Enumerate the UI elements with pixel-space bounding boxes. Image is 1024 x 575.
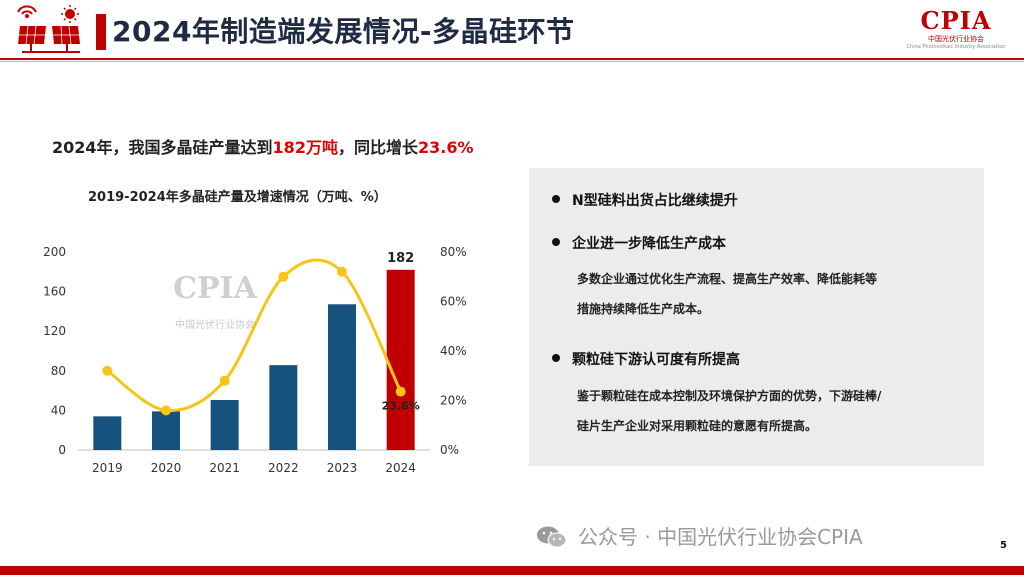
x-tick-label: 2021 [209,461,240,475]
growth-point-2022 [278,271,289,282]
bullet-dot-icon [552,354,560,362]
headline: 2024年，我国多晶硅产量达到182万吨，同比增长23.6% [52,134,473,158]
y-tick-label: 40 [51,403,66,417]
y-tick-label: 200 [43,245,66,259]
title-accent-bar [96,14,106,50]
y-tick-label: 160 [43,285,66,299]
growth-point-2021 [219,375,230,386]
highlights-panel [529,168,984,466]
growth-point-2019 [102,365,113,376]
wechat-icon [537,526,567,548]
cpia-cn-name: 中国光伏行业协会 [928,35,984,43]
y2-tick-label: 60% [440,295,467,309]
x-tick-label: 2024 [385,461,416,475]
y-tick-label: 80 [51,364,66,378]
bar-2024 [386,269,415,450]
bullet-2-detail-line-1: 多数企业通过优化生产流程、提高生产效率、降低能耗等 [577,272,878,286]
header-divider-thin [0,61,1024,62]
header-divider [0,58,1024,60]
headline-prefix: 2024年，我国多晶硅产量达到 [52,138,273,157]
headline-middle: ，同比增长 [337,138,418,157]
header: 2024年制造端发展情况-多晶硅环节 CPIA 中国光伏行业协会 China P… [0,0,1024,62]
growth-point-2024 [395,386,406,397]
footer-watermark: 公众号 · 中国光伏行业协会CPIA [536,521,863,550]
cpia-en-name: China Photovoltaic Industry Association [906,44,1006,50]
solar-panel-logo-icon [17,5,80,53]
bullet-dot-icon [552,238,560,246]
production-chart: CPIA 中国光伏行业协会 0 40 80 120 160 200 0% 20% 40% 60% 80%… [43,245,467,475]
x-tick-label: 2023 [327,461,358,475]
bullet-3-title: 颗粒硅下游认可度有所提高 [572,352,740,368]
y-tick-label: 0 [58,443,66,457]
x-tick-label: 2020 [151,461,182,475]
footer-watermark-text: 公众号 · 中国光伏行业协会CPIA [578,525,863,549]
bar-2022 [269,365,298,450]
bar-2019 [93,416,122,450]
bar-2021 [210,400,239,450]
x-tick-label: 2019 [92,461,123,475]
y2-tick-label: 40% [440,344,467,358]
cpia-brand: CPIA [920,6,992,35]
growth-point-2020 [161,405,171,416]
chart-watermark-brand: CPIA [173,271,257,306]
page-number: 5 [1000,540,1007,551]
chart-title: 2019-2024年多晶硅产量及增速情况（万吨、%） [88,190,387,205]
bullet-3-detail-line-2: 硅片生产企业对采用颗粒硅的意愿有所提高。 [577,419,818,433]
cpia-logo: CPIA 中国光伏行业协会 China Photovoltaic Industr… [906,8,1006,60]
bullet-2-detail-line-2: 措施持续降低生产成本。 [577,302,710,316]
growth-point-2023 [337,266,347,277]
y2-tick-label: 0% [440,443,459,457]
chart-watermark-cn: 中国光伏行业协会 [175,318,255,331]
bullet-2-detail: 多数企业通过优化生产流程、提高生产效率、降低能耗等 措施持续降低生产成本。 [577,264,967,324]
page-title: 2024年制造端发展情况-多晶硅环节 [112,15,575,48]
footer-bar [0,566,1024,575]
y-tick-label: 120 [43,324,66,338]
bar-data-label: 182 [387,251,414,266]
bullet-3-detail: 鉴于颗粒硅在成本控制及环境保护方面的优势，下游硅棒/ 硅片生产企业对采用颗粒硅的… [577,381,967,441]
headline-highlight-output: 182万吨 [272,138,338,157]
y2-tick-label: 80% [440,245,467,259]
bar-2023 [328,304,356,450]
bullet-2: 企业进一步降低生产成本 [552,233,726,253]
x-tick-label: 2022 [268,461,299,475]
line-data-label: 23.6% [382,400,420,413]
bullet-3-detail-line-1: 鉴于颗粒硅在成本控制及环境保护方面的优势，下游硅棒/ [577,389,882,403]
bullet-1: N型硅料出货占比继续提升 [552,190,738,210]
y2-tick-label: 20% [440,394,467,408]
bullet-dot-icon [552,195,560,203]
bullet-3: 颗粒硅下游认可度有所提高 [552,349,740,369]
headline-highlight-growth: 23.6% [417,138,474,157]
bar-2020 [152,411,180,450]
bullet-1-title: N型硅料出货占比继续提升 [572,193,738,209]
bullet-2-title: 企业进一步降低生产成本 [572,236,726,252]
